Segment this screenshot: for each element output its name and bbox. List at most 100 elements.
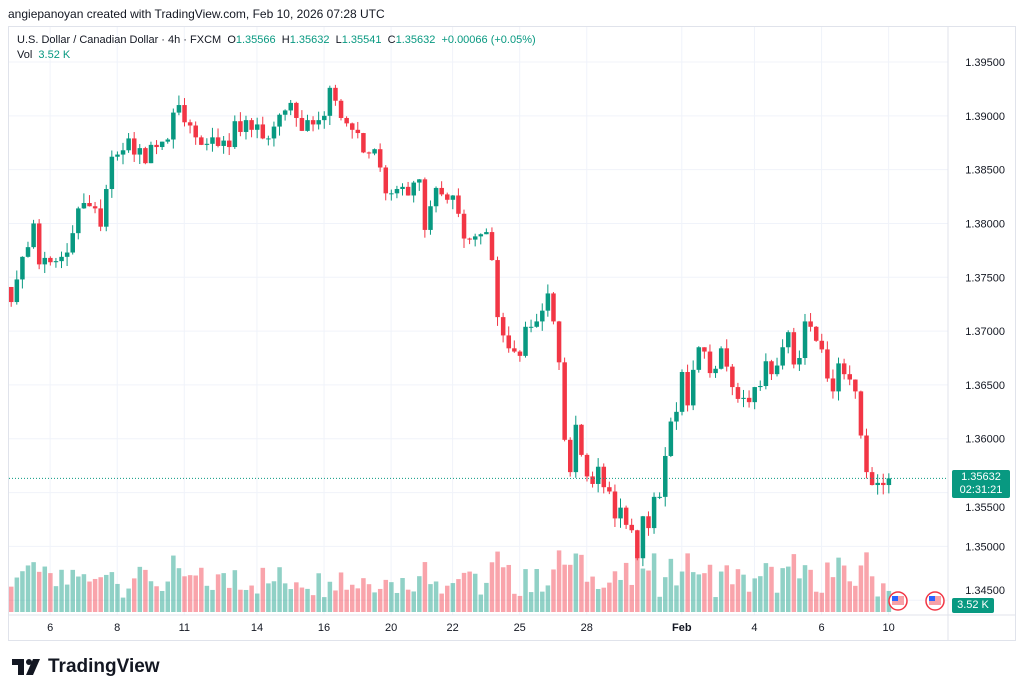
volume-bar (193, 575, 198, 612)
tradingview-logo[interactable]: TradingView (12, 656, 160, 678)
candle-body (534, 321, 539, 327)
candle-body (461, 213, 467, 239)
volume-bar (282, 583, 288, 612)
volume-bar (92, 578, 98, 612)
candle-body (495, 260, 500, 318)
volume-bar (797, 578, 802, 612)
volume-bar (512, 593, 517, 612)
volume-bar (439, 593, 444, 612)
volume-bar (478, 594, 484, 612)
volume-bar (422, 562, 428, 612)
volume-bar (735, 569, 741, 612)
volume-bar (322, 597, 327, 612)
volume-bar (830, 577, 836, 612)
candle-body (769, 361, 774, 375)
candle-body (741, 397, 746, 399)
volume-bar (741, 574, 746, 612)
volume-bar (774, 592, 780, 612)
volume-bar (344, 589, 349, 612)
low-label: L (335, 34, 342, 46)
candle-body (104, 189, 109, 227)
x-tick-label: 25 (514, 622, 526, 634)
volume-bar (657, 596, 662, 612)
candle-body (372, 149, 377, 154)
candle-body (294, 102, 299, 118)
candle-body (204, 143, 210, 145)
current-price-label: 1.35632 02:31:21 (952, 470, 1010, 498)
candle-body (249, 120, 254, 130)
volume-bar (98, 577, 103, 612)
candle-body (411, 182, 416, 196)
volume-bar (154, 586, 159, 612)
candle-body (232, 121, 238, 148)
volume-bar (349, 584, 355, 612)
volume-bar (534, 569, 539, 612)
volume-bar (786, 566, 791, 612)
candle-body (288, 102, 293, 111)
volume-bar (70, 569, 75, 612)
volume-bar (752, 578, 757, 612)
candle-body (36, 223, 42, 265)
current-volume-label: 3.52 K (952, 598, 994, 613)
volume-bar (428, 584, 433, 612)
candle-body (322, 115, 327, 121)
volume-bar (445, 585, 450, 612)
candle-body (227, 140, 232, 148)
volume-bar (199, 567, 204, 612)
us-event-flag-icon (888, 591, 908, 611)
volume-bar (294, 582, 299, 612)
volume-bar (126, 588, 131, 612)
volume-bar (405, 589, 411, 612)
candle-body (478, 234, 484, 237)
candle-body (489, 232, 495, 261)
candle-body (120, 150, 126, 155)
candle-body (500, 317, 506, 336)
candle-body (763, 361, 769, 387)
candle-body (635, 530, 640, 559)
candle-body (148, 144, 154, 164)
candle-body (456, 195, 461, 214)
x-tick-label: 28 (581, 622, 593, 634)
volume-bar (595, 588, 601, 612)
volume-bar (221, 573, 226, 612)
chart-pane[interactable] (8, 26, 1016, 641)
volume-bar (679, 571, 685, 612)
volume-bar (495, 551, 500, 612)
y-tick-label: 1.39500 (965, 57, 1005, 69)
candle-body (802, 321, 808, 359)
candle-body (277, 114, 282, 127)
volume-bar (853, 585, 858, 612)
volume-bar (579, 554, 584, 612)
candle-body (836, 363, 841, 392)
candle-body (42, 257, 48, 265)
candle-body (87, 203, 92, 207)
volume-bar (249, 585, 254, 612)
candle-body (618, 507, 623, 519)
volume-bar (109, 572, 115, 612)
volume-bar (881, 583, 886, 612)
flag-canton (929, 596, 935, 601)
candlestick-chart[interactable]: 1.39500 1.39000 1.38500 1.38000 1.37500 1.370… (0, 0, 1024, 645)
volume-bar (730, 584, 735, 612)
tradingview-logo-icon (12, 659, 40, 675)
volume-bar (607, 582, 612, 612)
candle-body (512, 348, 517, 352)
candle-body (791, 332, 797, 365)
volume-bar (433, 581, 439, 612)
volume-bar (858, 565, 864, 612)
volume-bar (159, 590, 165, 612)
candle-body (165, 139, 171, 142)
volume-bar (36, 571, 42, 612)
x-tick-label: Feb (672, 622, 692, 634)
symbol-title: U.S. Dollar / Canadian Dollar · 4h · FXC… (17, 34, 222, 46)
low-value: 1.35541 (341, 34, 382, 46)
candle-body (221, 140, 226, 146)
volume-bar (540, 591, 545, 612)
candle-body (64, 252, 70, 257)
volume-bar (590, 576, 595, 612)
candle-body (853, 379, 858, 392)
candle-body (48, 257, 53, 263)
candle-body (389, 193, 394, 195)
candle-body (92, 206, 98, 209)
volume-bar (484, 582, 489, 612)
